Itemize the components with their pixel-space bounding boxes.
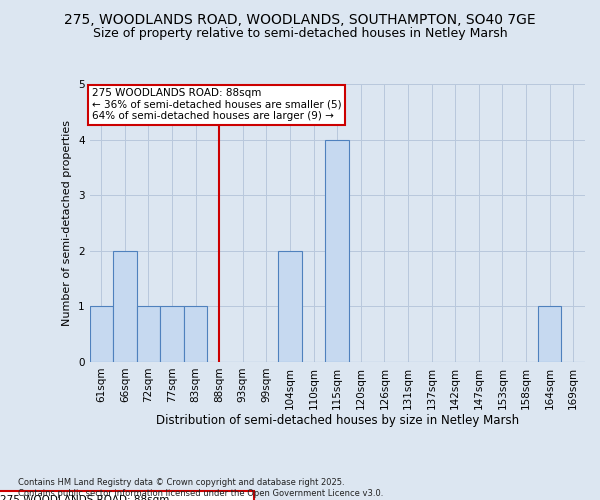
Bar <box>113 250 137 362</box>
Text: 275 WOODLANDS ROAD: 88sqm
← 36% of semi-detached houses are smaller (5)
64% of s: 275 WOODLANDS ROAD: 88sqm ← 36% of semi-… <box>92 88 341 122</box>
Bar <box>538 306 562 362</box>
Bar <box>137 306 160 362</box>
X-axis label: Distribution of semi-detached houses by size in Netley Marsh: Distribution of semi-detached houses by … <box>155 414 519 428</box>
Text: Contains HM Land Registry data © Crown copyright and database right 2025.
Contai: Contains HM Land Registry data © Crown c… <box>18 478 383 498</box>
Bar <box>184 306 208 362</box>
Bar <box>89 306 113 362</box>
Text: 275 WOODLANDS ROAD: 88sqm
← 36% of semi-detached houses are smaller (5)
64% of s: 275 WOODLANDS ROAD: 88sqm ← 36% of semi-… <box>1 495 250 500</box>
Bar <box>325 140 349 362</box>
Text: Size of property relative to semi-detached houses in Netley Marsh: Size of property relative to semi-detach… <box>92 28 508 40</box>
Text: 275, WOODLANDS ROAD, WOODLANDS, SOUTHAMPTON, SO40 7GE: 275, WOODLANDS ROAD, WOODLANDS, SOUTHAMP… <box>64 12 536 26</box>
Bar <box>160 306 184 362</box>
Bar <box>278 250 302 362</box>
Y-axis label: Number of semi-detached properties: Number of semi-detached properties <box>62 120 73 326</box>
